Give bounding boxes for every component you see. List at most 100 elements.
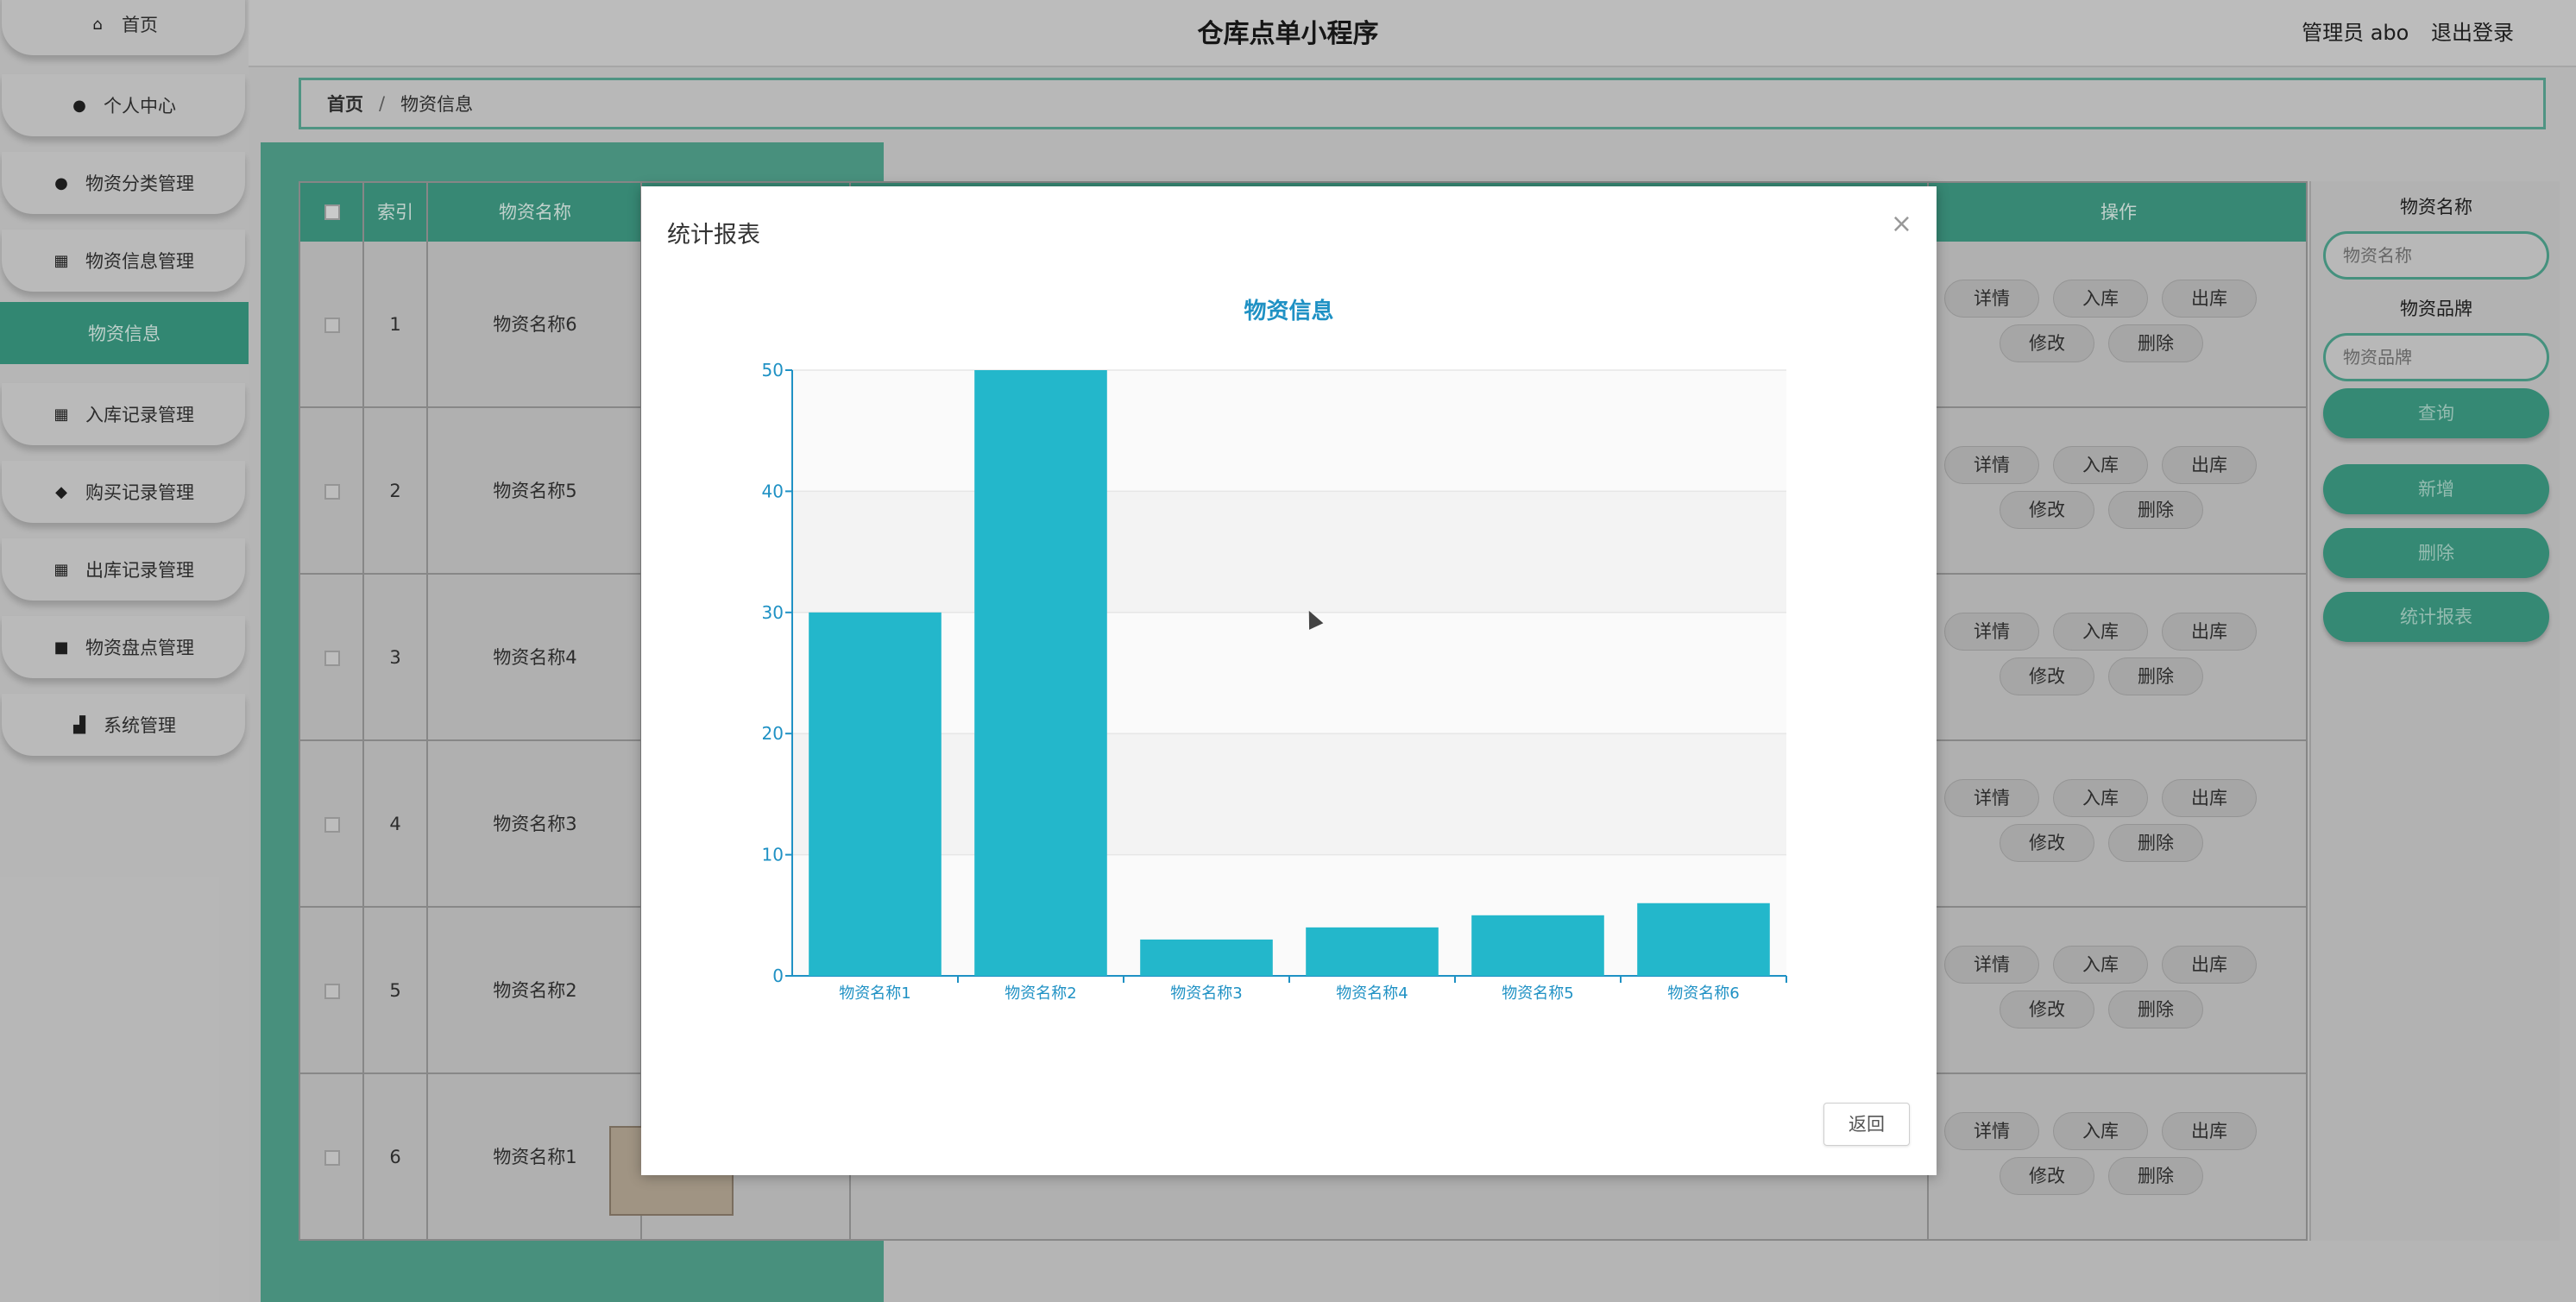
- edit-button[interactable]: 修改: [2000, 324, 2094, 362]
- grid-icon: ▦: [54, 405, 69, 424]
- top-bar: 仓库点单小程序 管理员 abo 退出登录: [0, 0, 2576, 67]
- edit-button[interactable]: 修改: [2000, 824, 2094, 862]
- chart-band: [792, 370, 1786, 492]
- row-name: 物资名称2: [493, 980, 577, 1001]
- sidebar-item-label: 购买记录管理: [85, 482, 194, 503]
- sidebar: ⌂ 首页 ● 个人中心 ● 物资分类管理 ▦ 物资信息管理 物资信息 ▦ 入库记…: [0, 0, 249, 1302]
- chart-bar: [1471, 915, 1604, 976]
- row-name: 物资名称3: [493, 814, 577, 834]
- chart-bar: [1637, 903, 1770, 976]
- sidebar-item-purchase[interactable]: ◆ 购买记录管理: [2, 461, 245, 523]
- detail-button[interactable]: 详情: [1944, 280, 2039, 318]
- sidebar-item-label: 首页: [122, 15, 158, 35]
- row-actions: 详情 入库 出库修改 删除: [1929, 908, 2308, 1074]
- delete-button[interactable]: 删除: [2108, 657, 2203, 695]
- chart-band: [792, 733, 1786, 855]
- query-button[interactable]: 查询: [2323, 388, 2549, 438]
- edit-button[interactable]: 修改: [2000, 491, 2094, 529]
- detail-button[interactable]: 详情: [1944, 446, 2039, 484]
- chart-band: [792, 491, 1786, 613]
- row-checkbox[interactable]: [324, 651, 340, 666]
- header-actions: 操作: [2100, 202, 2137, 223]
- admin-area: 管理员 abo 退出登录: [2286, 16, 2514, 46]
- row-checkbox[interactable]: [324, 484, 340, 500]
- x-tick-label: 物资名称6: [1667, 984, 1739, 1003]
- search-panel: 物资名称 物资品牌 查询 新增 删除 统计报表: [2309, 181, 2560, 1241]
- row-index: 4: [389, 814, 401, 834]
- inbound-button[interactable]: 入库: [2053, 1112, 2148, 1150]
- delete-button[interactable]: 删除: [2108, 824, 2203, 862]
- person-icon: ●: [54, 173, 68, 192]
- row-checkbox[interactable]: [324, 817, 340, 833]
- y-tick-label: 30: [762, 602, 784, 623]
- delete-button[interactable]: 删除: [2108, 991, 2203, 1028]
- outbound-button[interactable]: 出库: [2162, 779, 2257, 817]
- y-tick-label: 0: [772, 965, 784, 986]
- name-search-input[interactable]: [2323, 231, 2549, 280]
- delete-button[interactable]: 删除: [2108, 1157, 2203, 1195]
- inbound-button[interactable]: 入库: [2053, 946, 2148, 984]
- detail-button[interactable]: 详情: [1944, 613, 2039, 651]
- row-actions: 详情 入库 出库修改 删除: [1929, 575, 2308, 741]
- row-index: 1: [389, 314, 401, 335]
- batch-delete-button[interactable]: 删除: [2323, 528, 2549, 578]
- inbound-button[interactable]: 入库: [2053, 446, 2148, 484]
- row-name: 物资名称5: [493, 481, 577, 501]
- row-checkbox[interactable]: [324, 1150, 340, 1166]
- edit-button[interactable]: 修改: [2000, 657, 2094, 695]
- statistics-modal: 统计报表 × 物资信息 0 10 20 30 40 50 物资名称1 物资名称2 物资名称3 物资…: [641, 186, 1937, 1175]
- sidebar-item-material-info[interactable]: ▦ 物资信息管理: [2, 230, 245, 292]
- delete-button[interactable]: 删除: [2108, 324, 2203, 362]
- admin-label: 管理员 abo: [2302, 21, 2409, 45]
- delete-button[interactable]: 删除: [2108, 491, 2203, 529]
- detail-button[interactable]: 详情: [1944, 779, 2039, 817]
- row-index: 5: [389, 980, 401, 1001]
- x-tick-label: 物资名称2: [1005, 984, 1076, 1003]
- statistics-report-button[interactable]: 统计报表: [2323, 592, 2549, 642]
- row-name: 物资名称4: [493, 647, 577, 668]
- chart-band: [792, 612, 1786, 734]
- pin-icon: ◆: [55, 482, 67, 501]
- table-row: 6 物资名称1 详情 入库 出库 修改 删除: [300, 1074, 2306, 1241]
- breadcrumb-current: 物资信息: [400, 94, 474, 115]
- sidebar-item-outbound[interactable]: ▦ 出库记录管理: [2, 538, 245, 601]
- inbound-button[interactable]: 入库: [2053, 613, 2148, 651]
- brand-search-input[interactable]: [2323, 333, 2549, 381]
- sidebar-item-category[interactable]: ● 物资分类管理: [2, 152, 245, 214]
- row-actions: 详情 入库 出库修改 删除: [1929, 1074, 2308, 1241]
- outbound-button[interactable]: 出库: [2162, 446, 2257, 484]
- add-button[interactable]: 新增: [2323, 464, 2549, 514]
- grid-icon: ▦: [54, 251, 69, 270]
- row-checkbox[interactable]: [324, 318, 340, 333]
- select-all-checkbox[interactable]: [324, 204, 340, 220]
- row-checkbox[interactable]: [324, 984, 340, 999]
- chart-bar: [809, 612, 942, 976]
- outbound-button[interactable]: 出库: [2162, 280, 2257, 318]
- edit-button[interactable]: 修改: [2000, 1157, 2094, 1195]
- breadcrumb-home[interactable]: 首页: [327, 94, 363, 115]
- inbound-button[interactable]: 入库: [2053, 280, 2148, 318]
- outbound-button[interactable]: 出库: [2162, 613, 2257, 651]
- back-button[interactable]: 返回: [1823, 1103, 1910, 1146]
- detail-button[interactable]: 详情: [1944, 946, 2039, 984]
- inbound-button[interactable]: 入库: [2053, 779, 2148, 817]
- sidebar-item-inbound[interactable]: ▦ 入库记录管理: [2, 383, 245, 445]
- edit-button[interactable]: 修改: [2000, 991, 2094, 1028]
- chart-title: 物资信息: [1244, 299, 1334, 324]
- row-index: 2: [389, 481, 401, 501]
- sidebar-item-label: 出库记录管理: [85, 560, 194, 581]
- logout-link[interactable]: 退出登录: [2431, 21, 2514, 45]
- detail-button[interactable]: 详情: [1944, 1112, 2039, 1150]
- sidebar-item-inventory[interactable]: ■ 物资盘点管理: [2, 616, 245, 678]
- sidebar-item-label: 入库记录管理: [85, 405, 194, 425]
- sidebar-item-home[interactable]: ⌂ 首页: [2, 0, 245, 55]
- sidebar-subitem-material-info[interactable]: 物资信息: [0, 302, 249, 364]
- x-tick-label: 物资名称4: [1336, 984, 1408, 1003]
- outbound-button[interactable]: 出库: [2162, 946, 2257, 984]
- sidebar-item-profile[interactable]: ● 个人中心: [2, 74, 245, 136]
- chart-icon: ▟: [73, 715, 85, 734]
- sidebar-item-system[interactable]: ▟ 系统管理: [2, 694, 245, 756]
- close-icon[interactable]: ×: [1890, 209, 1912, 239]
- grid-icon: ▦: [54, 560, 69, 579]
- outbound-button[interactable]: 出库: [2162, 1112, 2257, 1150]
